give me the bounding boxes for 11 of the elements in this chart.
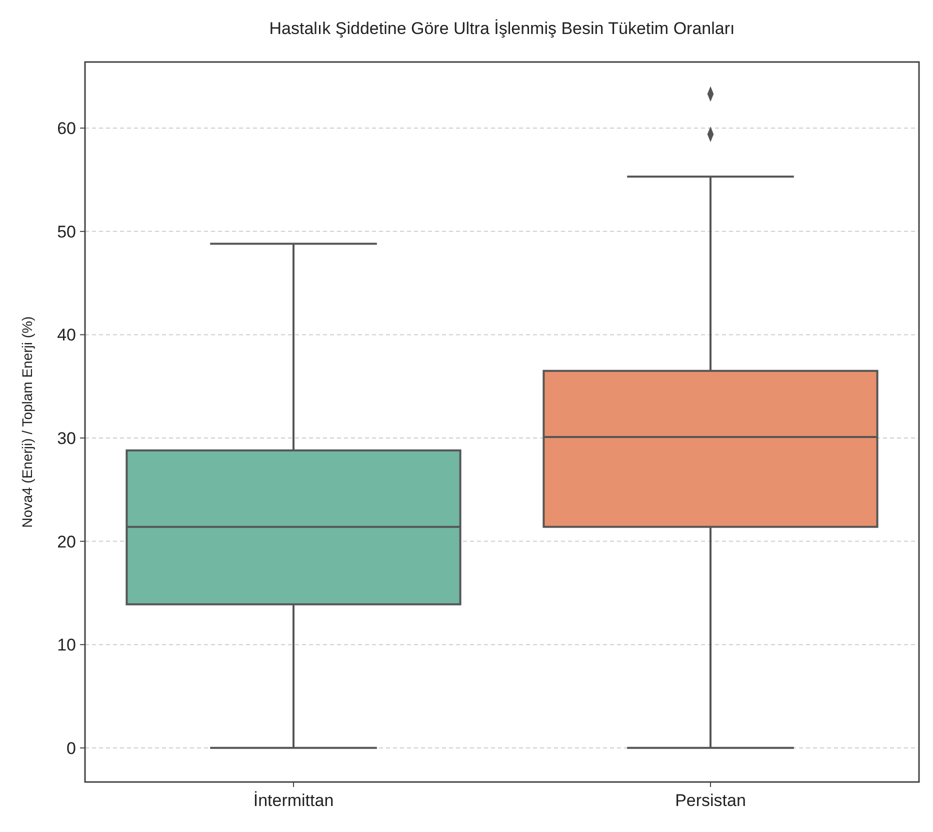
y-tick-label: 10: [57, 636, 76, 655]
y-tick-label: 30: [57, 428, 76, 448]
chart-title: Hastalık Şiddetine Göre Ultra İşlenmiş Besin Tüketim Oranları: [269, 19, 735, 38]
y-tick-label: 40: [57, 326, 76, 345]
y-axis-title: Nova4 (Enerji) / Toplam Enerji (%): [19, 316, 35, 528]
x-tick-label: Persistan: [675, 791, 746, 810]
x-tick-label: İntermittan: [253, 791, 334, 810]
y-tick-label: 20: [57, 532, 76, 552]
y-tick-label: 0: [66, 738, 76, 758]
y-tick-label: 50: [57, 222, 76, 242]
y-tick-label: 60: [57, 119, 76, 138]
